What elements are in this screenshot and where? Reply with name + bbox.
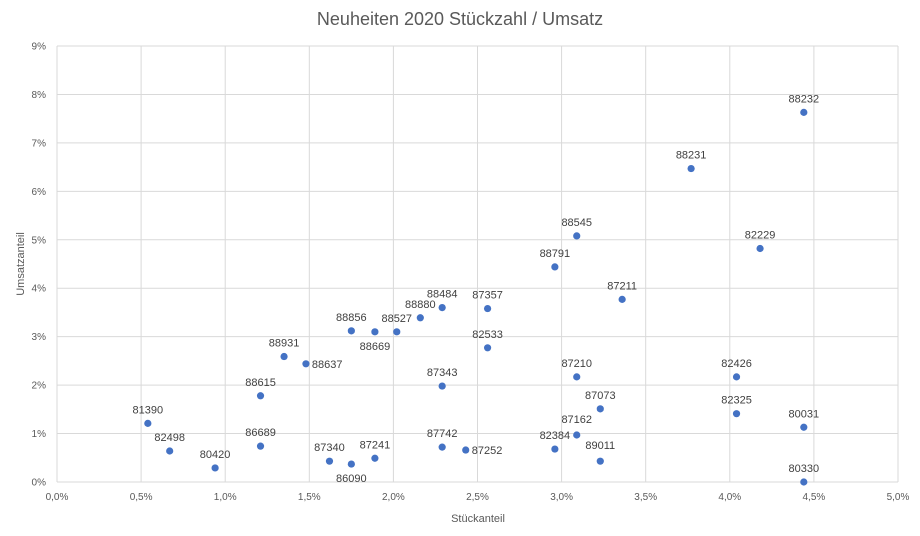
data-point	[256, 392, 265, 400]
point-label: 87252	[472, 445, 503, 457]
data-point	[280, 352, 288, 361]
tick-labels: 0,0% 0,5% 1,0% 1,5% 2,0% 2,5% 3,0% 3,5% 4,0% 4,5%…	[32, 42, 910, 504]
point-label: 87241	[360, 439, 391, 451]
x-tick-label: 0,5%	[130, 492, 153, 503]
x-tick-label: 4,0%	[718, 492, 741, 503]
point-label: 82384	[540, 430, 571, 442]
data-point	[347, 460, 355, 468]
point-label: 88856	[336, 312, 367, 324]
x-tick-label: 1,5%	[298, 492, 321, 503]
x-tick-label: 2,5%	[466, 492, 489, 503]
point-label: 87357	[472, 290, 503, 302]
y-tick-label: 7%	[32, 138, 47, 149]
y-axis-title: Umsatzanteil	[15, 232, 27, 296]
data-point	[438, 304, 446, 312]
point-label: 80420	[200, 449, 231, 461]
data-point	[438, 443, 446, 451]
data-point	[483, 344, 492, 352]
chart-title: Neuheiten 2020 Stückzahl / Umsatz	[317, 9, 603, 29]
data-point	[618, 295, 626, 303]
point-label: 81390	[133, 404, 164, 416]
y-tick-label: 1%	[32, 429, 47, 440]
point-label: 87742	[427, 428, 458, 440]
data-point	[573, 232, 581, 240]
point-label: 88232	[789, 93, 820, 105]
x-tick-label: 3,0%	[550, 492, 573, 503]
data-point	[800, 478, 808, 486]
data-point	[438, 382, 446, 390]
point-label: 86689	[245, 427, 276, 439]
point-label: 88484	[427, 289, 458, 301]
data-point	[256, 442, 265, 450]
data-point	[732, 373, 741, 381]
data-point	[596, 457, 604, 465]
data-point	[800, 423, 808, 431]
data-point	[483, 304, 492, 313]
point-label: 88637	[312, 359, 343, 371]
point-label: 88669	[360, 341, 391, 353]
data-point	[573, 431, 581, 439]
data-point	[211, 464, 219, 472]
point-labels: 88232 88231 88545 82229 88791 87211 88484 87357…	[133, 93, 820, 485]
x-tick-label: 5,0%	[887, 492, 910, 503]
data-point	[325, 457, 334, 465]
point-label: 87162	[561, 414, 592, 426]
data-point	[144, 419, 152, 427]
x-tick-label: 3,5%	[634, 492, 657, 503]
x-axis-title: Stückanteil	[451, 513, 505, 525]
point-label: 88545	[561, 217, 592, 229]
data-point	[596, 405, 604, 413]
point-label: 82229	[745, 229, 776, 241]
point-label: 87073	[585, 390, 616, 402]
data-point	[462, 446, 470, 454]
y-tick-label: 0%	[32, 478, 47, 489]
point-label: 87340	[314, 442, 345, 454]
gridlines	[56, 45, 899, 483]
y-tick-label: 9%	[32, 42, 47, 53]
point-label: 88880	[405, 299, 436, 311]
point-label: 82498	[154, 432, 185, 444]
data-point	[302, 360, 310, 368]
point-label: 86090	[336, 473, 367, 485]
data-point	[347, 327, 355, 335]
data-point	[416, 314, 424, 322]
x-tick-label: 0,0%	[46, 492, 69, 503]
data-point	[166, 447, 174, 455]
y-tick-label: 4%	[32, 284, 47, 295]
data-point	[393, 328, 401, 336]
data-point	[687, 164, 695, 173]
point-label: 87211	[607, 280, 637, 292]
point-label: 88231	[676, 150, 707, 162]
point-label: 87343	[427, 367, 458, 379]
point-label: 82325	[721, 395, 752, 407]
y-tick-label: 2%	[32, 381, 47, 392]
point-label: 88931	[269, 338, 300, 350]
data-points	[144, 108, 808, 486]
y-tick-label: 3%	[32, 332, 47, 343]
data-point	[371, 328, 379, 336]
point-label: 80031	[789, 408, 820, 420]
data-point	[800, 108, 808, 116]
point-label: 82426	[721, 358, 752, 370]
point-label: 88791	[540, 248, 571, 260]
y-tick-label: 6%	[32, 187, 47, 198]
data-point	[756, 244, 764, 253]
data-point	[732, 410, 741, 418]
data-point	[573, 373, 581, 381]
point-label: 87210	[561, 358, 592, 370]
point-label: 89011	[585, 440, 615, 452]
data-point	[551, 263, 559, 271]
x-tick-label: 2,0%	[382, 492, 405, 503]
data-point	[371, 454, 379, 462]
point-label: 88527	[381, 313, 412, 325]
y-tick-label: 8%	[32, 90, 47, 101]
point-label: 80330	[789, 463, 820, 475]
x-tick-label: 1,0%	[214, 492, 237, 503]
y-tick-label: 5%	[32, 235, 47, 246]
data-point	[551, 445, 559, 453]
point-label: 82533	[472, 329, 503, 341]
x-tick-label: 4,5%	[803, 492, 826, 503]
point-label: 88615	[245, 377, 276, 389]
